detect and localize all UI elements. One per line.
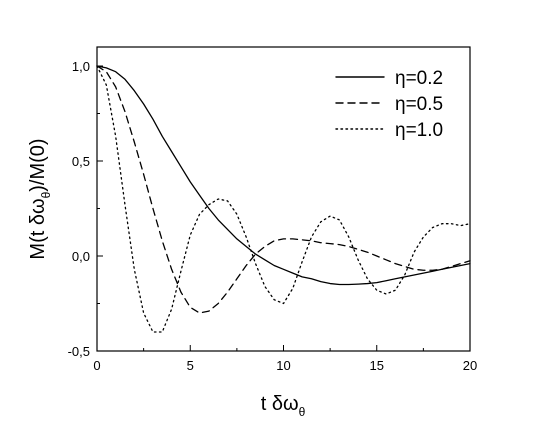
x-axis-label: t δωθ <box>261 393 306 419</box>
legend-label-1: η=0.2 <box>395 68 443 89</box>
x-axis-label-main: t δω <box>261 393 299 415</box>
y-axis-label-prefix: M(t δω <box>27 198 49 259</box>
legend-label-3: η=1.0 <box>395 120 443 141</box>
y-tick-label-1: -0,5 <box>68 344 90 359</box>
y-axis-label-suffix: )/M(0) <box>27 138 49 191</box>
y-tick-label-3: 0,5 <box>72 154 90 169</box>
series-layer <box>96 65 471 333</box>
series-line-3 <box>96 65 471 333</box>
y-axis-label-subscript: θ <box>39 191 53 198</box>
legend-label-2: η=0.5 <box>395 94 443 115</box>
y-tick-label-4: 1,0 <box>72 59 90 74</box>
series-line-1 <box>96 65 471 286</box>
x-axis-label-subscript: θ <box>299 405 306 419</box>
x-tick-label-5: 20 <box>463 358 477 373</box>
plot-area: 0 5 10 15 20 -0,5 0,0 0,5 1,0 <box>68 46 478 373</box>
legend: η=0.2 η=0.5 η=1.0 <box>335 68 443 141</box>
x-tick-label-4: 15 <box>370 358 384 373</box>
y-tick-label-2: 0,0 <box>72 249 90 264</box>
ticks-layer: 0 5 10 15 20 -0,5 0,0 0,5 1,0 <box>68 59 478 373</box>
x-tick-label-1: 0 <box>93 358 100 373</box>
y-axis-label: M(t δωθ)/M(0) <box>27 138 53 259</box>
x-tick-label-2: 5 <box>187 358 194 373</box>
x-tick-label-3: 10 <box>276 358 290 373</box>
series-line-2 <box>96 65 471 314</box>
